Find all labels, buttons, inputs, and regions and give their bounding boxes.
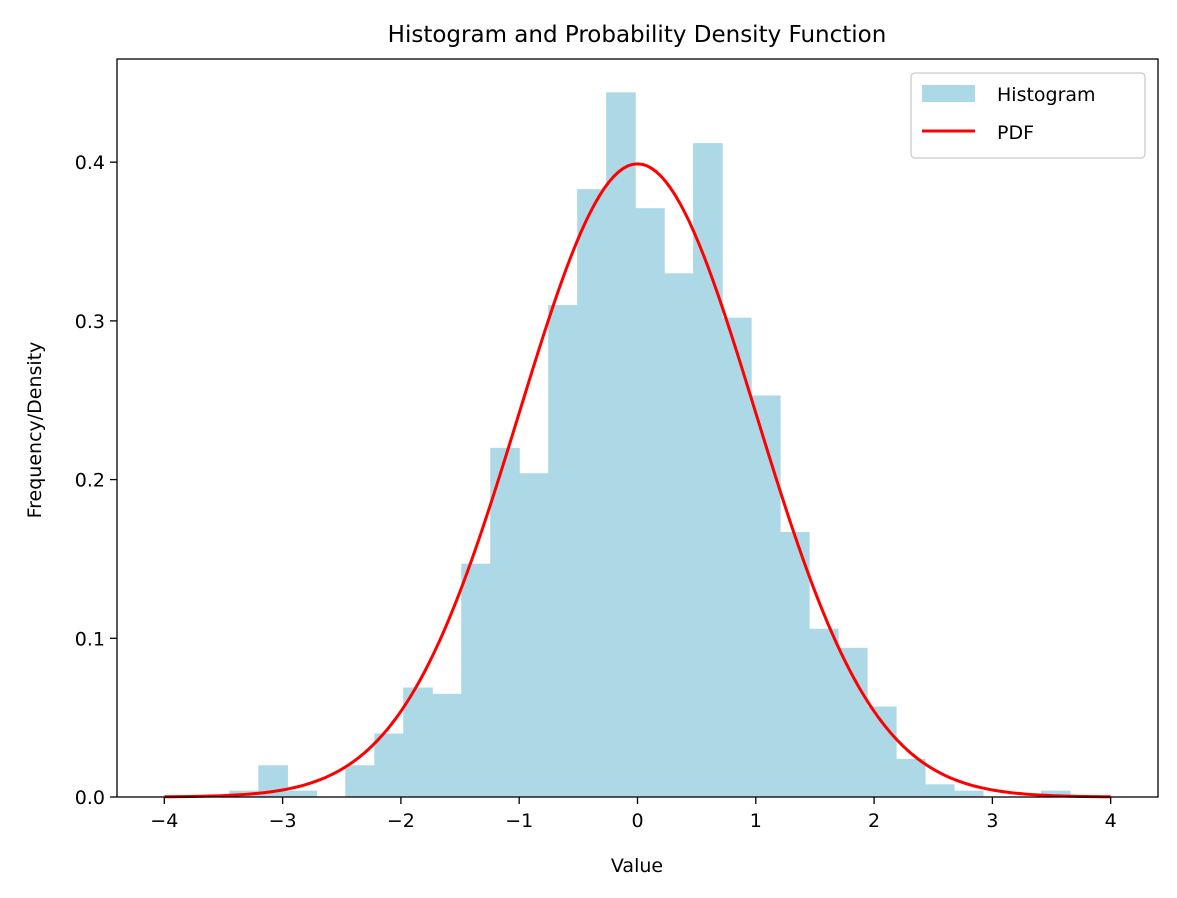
x-tick-label: 4 xyxy=(1105,810,1117,832)
histogram-bar xyxy=(548,305,578,797)
histogram-bar xyxy=(403,687,433,797)
y-tick-label: 0.3 xyxy=(75,311,105,333)
histogram-bar xyxy=(432,693,462,797)
legend-pdf-label: PDF xyxy=(997,122,1034,144)
histogram-bar xyxy=(953,790,984,797)
y-tick-label: 0.1 xyxy=(75,628,105,650)
histogram-bar xyxy=(751,395,781,797)
histogram-bar xyxy=(924,784,955,797)
x-axis-label: Value xyxy=(611,855,663,877)
histogram-bar xyxy=(664,273,694,797)
histogram-bar xyxy=(780,531,810,797)
x-tick-label: −1 xyxy=(505,810,533,832)
legend-histogram-label: Histogram xyxy=(997,84,1096,106)
histogram-bar xyxy=(345,765,375,797)
histogram-bar xyxy=(490,447,520,797)
histogram-bar xyxy=(895,758,926,797)
x-tick-label: 3 xyxy=(986,810,998,832)
pdf-line-layer xyxy=(164,162,1111,799)
y-tick-label: 0.0 xyxy=(75,787,105,809)
histogram-bar xyxy=(577,189,607,797)
histogram-bar xyxy=(461,563,491,797)
x-tick-label: 2 xyxy=(868,810,880,832)
y-axis-ticks: 0.0 0.1 0.2 0.3 0.4 xyxy=(75,152,117,809)
histogram-bar xyxy=(635,208,665,797)
histogram-bar xyxy=(287,790,317,797)
x-tick-label: 1 xyxy=(750,810,762,832)
histogram-bar xyxy=(693,143,723,797)
x-axis-ticks: −4 −3 −2 −1 0 1 2 3 4 xyxy=(150,797,1117,832)
x-tick-label: −4 xyxy=(150,810,178,832)
x-tick-label: 0 xyxy=(631,810,643,832)
histogram-bar xyxy=(838,647,868,797)
legend-histogram-swatch xyxy=(922,85,975,102)
histogram-bars xyxy=(229,92,1071,797)
x-tick-label: −2 xyxy=(387,810,415,832)
histogram-bar xyxy=(809,628,839,797)
y-tick-label: 0.4 xyxy=(75,152,105,174)
histogram-bar xyxy=(519,473,549,797)
histogram-bar xyxy=(374,733,404,797)
legend: Histogram PDF xyxy=(910,72,1146,159)
histogram-bar xyxy=(606,92,636,797)
y-tick-label: 0.2 xyxy=(75,470,105,492)
pdf-line xyxy=(164,162,1111,799)
chart-title: Histogram and Probability Density Functi… xyxy=(388,22,887,48)
y-axis-label: Frequency/Density xyxy=(24,342,46,519)
x-tick-label: −3 xyxy=(269,810,297,832)
histogram-bar xyxy=(1040,790,1071,797)
histogram-bar xyxy=(722,317,752,797)
